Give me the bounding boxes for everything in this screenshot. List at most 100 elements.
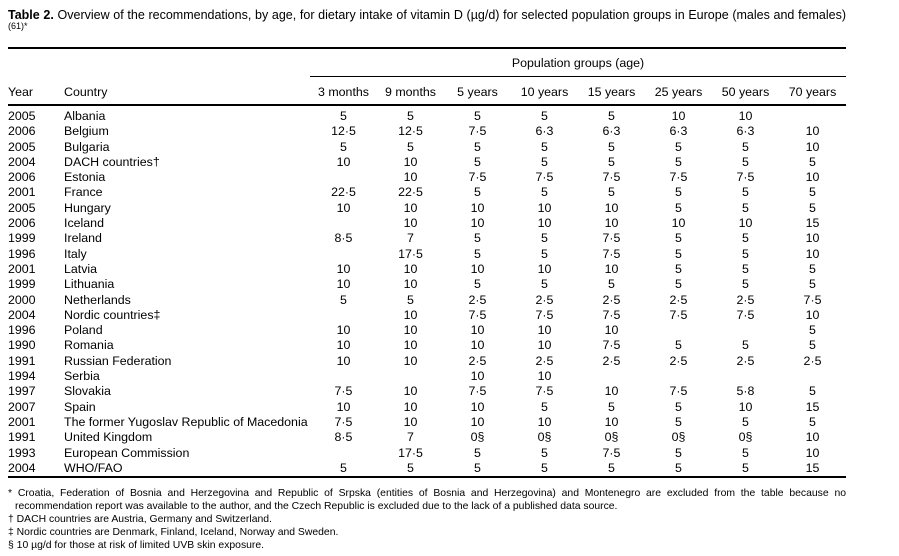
value-cell: 5 <box>675 445 682 460</box>
value-cell: 5 <box>474 231 481 246</box>
value-cell: 10 <box>470 338 485 353</box>
value-cell: 5 <box>541 399 548 414</box>
value-cell: 10 <box>403 261 418 276</box>
value-cell: 10 <box>537 323 552 338</box>
value-cell: 6·3 <box>669 124 688 139</box>
footnote-double-dagger: ‡ Nordic countries are Denmark, Finland,… <box>8 527 339 539</box>
value-cell: 5 <box>608 139 615 154</box>
table-row: 2007 Spain 10 10 10 5 5 5 10 15 <box>8 400 846 415</box>
value-cell: 5 <box>742 445 749 460</box>
table-row: 1997 Slovakia 7·5 10 7·5 7·5 10 7·5 5·8 5 <box>8 384 846 399</box>
value-cell: 12·5 <box>331 124 356 139</box>
column-header-3-months: 3 months <box>310 76 377 106</box>
value-cell: 5 <box>474 445 481 460</box>
year-cell: 2006 <box>8 170 36 185</box>
value-cell: 7·5 <box>468 384 487 399</box>
caption-text: Overview of the recommendations, by age,… <box>53 8 847 22</box>
value-cell: 10 <box>470 216 485 231</box>
value-cell: 5 <box>742 231 749 246</box>
year-cell: 1999 <box>8 231 36 246</box>
value-cell: 5 <box>407 109 414 123</box>
value-cell: 10 <box>671 216 686 231</box>
value-cell: 5 <box>809 277 816 292</box>
value-cell: 2·5 <box>602 353 621 368</box>
year-cell: 2001 <box>8 261 36 276</box>
value-cell: 0§ <box>604 430 619 445</box>
value-cell: 0§ <box>738 430 753 445</box>
table-row: 1994 Serbia 10 10 <box>8 369 846 384</box>
country-cell: Spain <box>64 399 96 414</box>
table-row: 1993 European Commission 17·5 5 5 7·5 5 5 10 <box>8 446 846 461</box>
country-cell: United Kingdom <box>64 430 153 445</box>
value-cell: 5 <box>541 154 548 169</box>
country-cell: Poland <box>64 323 103 338</box>
value-cell: 5 <box>809 414 816 429</box>
country-cell: Russian Federation <box>64 353 172 368</box>
country-cell: Nordic countries‡ <box>64 307 161 322</box>
value-cell <box>310 216 377 231</box>
value-cell: 5 <box>809 185 816 200</box>
caption-reference-superscript: (61)* <box>8 20 28 31</box>
country-cell: Iceland <box>64 216 104 231</box>
column-header-10-years: 10 years <box>511 76 578 106</box>
year-cell: 1994 <box>8 369 36 384</box>
value-cell: 10 <box>403 307 418 322</box>
value-cell: 10 <box>604 414 619 429</box>
year-cell: 2005 <box>8 109 36 123</box>
year-cell: 1997 <box>8 384 36 399</box>
value-cell: 5 <box>675 338 682 353</box>
value-cell: 10 <box>604 261 619 276</box>
country-cell: Hungary <box>64 200 111 215</box>
value-cell: 5 <box>608 277 615 292</box>
value-cell: 22·5 <box>331 185 356 200</box>
country-cell: France <box>64 185 103 200</box>
year-cell: 1993 <box>8 445 36 460</box>
table-row: 2006 Iceland 10 10 10 10 10 10 15 <box>8 216 846 231</box>
value-cell: 5 <box>742 460 749 475</box>
value-cell: 5 <box>809 323 816 338</box>
country-cell: DACH countries† <box>64 154 160 169</box>
year-cell: 2005 <box>8 200 36 215</box>
value-cell: 7·5 <box>669 307 688 322</box>
value-cell <box>310 446 377 461</box>
value-cell: 10 <box>805 139 820 154</box>
value-cell: 10 <box>604 384 619 399</box>
value-cell: 7·5 <box>535 384 554 399</box>
value-cell: 7·5 <box>602 445 621 460</box>
value-cell: 10 <box>403 277 418 292</box>
value-cell: 5 <box>675 154 682 169</box>
year-cell: 2001 <box>8 185 36 200</box>
value-cell: 5 <box>675 277 682 292</box>
country-cell: WHO/FAO <box>64 460 123 475</box>
value-cell: 10 <box>805 307 820 322</box>
country-cell: Latvia <box>64 261 98 276</box>
value-cell: 5 <box>809 200 816 215</box>
value-cell: 5 <box>675 460 682 475</box>
column-header-15-years: 15 years <box>578 76 645 106</box>
paper-table-page: Table 2. Overview of the recommendations… <box>8 8 847 551</box>
value-cell: 10 <box>403 399 418 414</box>
value-cell: 6·3 <box>602 124 621 139</box>
value-cell <box>779 369 846 384</box>
value-cell: 0§ <box>537 430 552 445</box>
value-cell: 5 <box>675 185 682 200</box>
value-cell: 5 <box>541 445 548 460</box>
value-cell: 10 <box>336 399 351 414</box>
value-cell <box>645 369 712 384</box>
column-header-50-years: 50 years <box>712 76 779 106</box>
value-cell: 2·5 <box>535 292 554 307</box>
value-cell: 5 <box>474 246 481 261</box>
table-caption: Table 2. Overview of the recommendations… <box>8 8 846 37</box>
value-cell: 5 <box>608 154 615 169</box>
country-cell: Albania <box>64 109 106 123</box>
value-cell: 10 <box>470 200 485 215</box>
table-header: Population groups (age) Year Country 3 m… <box>8 48 847 106</box>
year-cell: 2000 <box>8 292 36 307</box>
value-cell: 10 <box>403 414 418 429</box>
column-header-70-years: 70 years <box>779 76 847 106</box>
value-cell: 7·5 <box>334 414 353 429</box>
value-cell: 7·5 <box>334 384 353 399</box>
value-cell: 2·5 <box>736 353 755 368</box>
value-cell: 8·5 <box>334 231 353 246</box>
table-row: 2006 Estonia 10 7·5 7·5 7·5 7·5 7·5 10 <box>8 170 846 185</box>
